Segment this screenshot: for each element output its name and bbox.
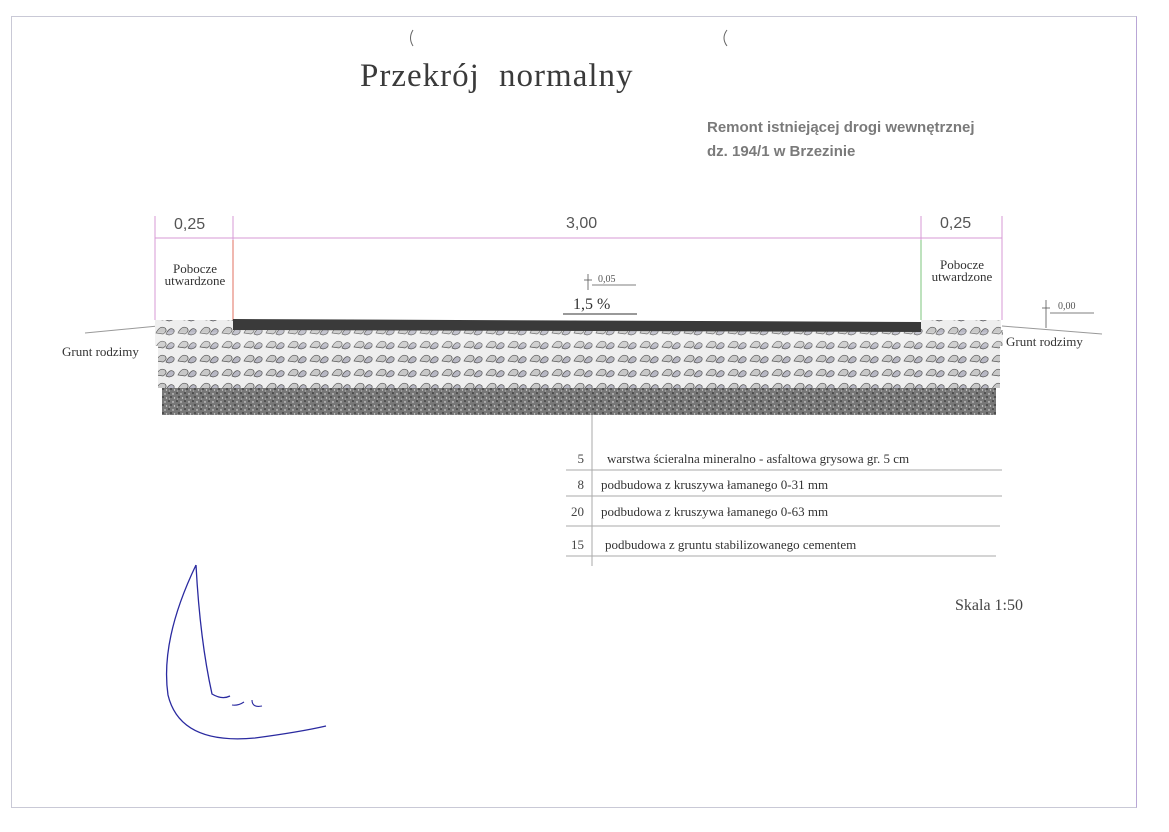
dimension-carriageway: 3,00 (566, 215, 598, 232)
ground-line-right (1001, 325, 1103, 335)
drawing-title: Przekrój normalny (360, 58, 634, 94)
ground-line-left (84, 325, 159, 334)
layer-stabilized-soil (162, 388, 996, 415)
signature (165, 564, 327, 740)
cross-slope-label: 1,5 % (573, 296, 611, 313)
layer-asphalt-wearing-course (233, 319, 921, 332)
project-name-line2: dz. 194/1 w Brzezinie (707, 143, 856, 160)
scan-mark-2 (723, 29, 728, 47)
layer-thickness: 20 (571, 504, 584, 519)
layer-description: podbudowa z kruszywa łamanego 0-63 mm (601, 504, 829, 519)
layer-thickness: 5 (577, 451, 585, 466)
left-shoulder-fill (155, 320, 233, 332)
layer-thickness: 15 (571, 537, 584, 552)
scale-label: Skala 1:50 (955, 597, 1023, 614)
level-center-value: 0,05 (598, 274, 616, 285)
layer-aggregate-0-31 (155, 330, 1003, 346)
layer-description: podbudowa z kruszywa łamanego 0-31 mm (601, 477, 829, 492)
layer-legend-table (566, 415, 1002, 566)
layer-description: warstwa ścieralna mineralno - asfaltowa … (607, 451, 910, 466)
layer-description: podbudowa z gruntu stabilizowanego cemen… (605, 537, 857, 552)
ground-label-right: Grunt rodzimy (1006, 334, 1083, 349)
dimension-right-shoulder: 0,25 (940, 215, 972, 232)
project-name-line1: Remont istniejącej drogi wewnętrznej (707, 119, 975, 136)
layer-aggregate-0-63 (158, 346, 1000, 388)
level-marker-edge (1042, 300, 1094, 328)
shoulder-label-right: Pobocze utwardzone (931, 257, 993, 284)
scan-mark-1 (410, 29, 414, 47)
level-marker-center (584, 274, 636, 290)
layer-thickness: 8 (577, 477, 585, 492)
right-shoulder-fill (921, 320, 1001, 332)
ground-label-left: Grunt rodzimy (62, 344, 139, 359)
level-edge-value: 0,00 (1058, 301, 1076, 312)
shoulder-label-left: Pobocze utwardzone (164, 261, 226, 288)
drawing-sheet-border (11, 16, 1137, 808)
dimension-left-shoulder: 0,25 (174, 216, 206, 233)
